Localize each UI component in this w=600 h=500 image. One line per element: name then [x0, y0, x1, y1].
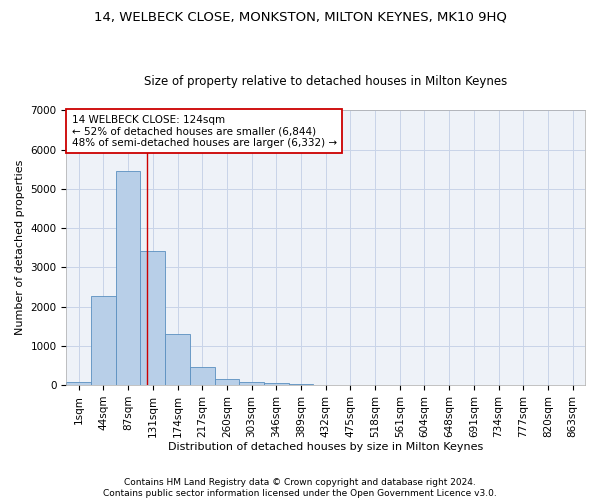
Bar — [239, 382, 264, 385]
X-axis label: Distribution of detached houses by size in Milton Keynes: Distribution of detached houses by size … — [168, 442, 484, 452]
Bar — [215, 379, 239, 385]
Bar — [140, 251, 165, 385]
Text: 14, WELBECK CLOSE, MONKSTON, MILTON KEYNES, MK10 9HQ: 14, WELBECK CLOSE, MONKSTON, MILTON KEYN… — [94, 10, 506, 23]
Text: Contains HM Land Registry data © Crown copyright and database right 2024.
Contai: Contains HM Land Registry data © Crown c… — [103, 478, 497, 498]
Y-axis label: Number of detached properties: Number of detached properties — [15, 160, 25, 336]
Title: Size of property relative to detached houses in Milton Keynes: Size of property relative to detached ho… — [144, 76, 508, 88]
Text: 14 WELBECK CLOSE: 124sqm
← 52% of detached houses are smaller (6,844)
48% of sem: 14 WELBECK CLOSE: 124sqm ← 52% of detach… — [71, 114, 337, 148]
Bar — [165, 334, 190, 385]
Bar — [67, 382, 91, 385]
Bar — [116, 172, 140, 385]
Bar — [91, 296, 116, 385]
Bar — [289, 384, 313, 385]
Bar — [190, 366, 215, 385]
Bar — [264, 383, 289, 385]
